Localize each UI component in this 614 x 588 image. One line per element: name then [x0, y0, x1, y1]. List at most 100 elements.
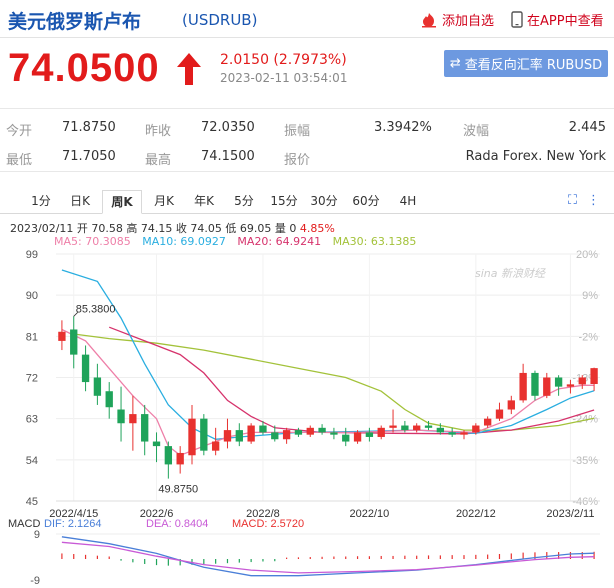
candle-body: [483, 418, 492, 426]
candle-body: [365, 432, 374, 437]
candle-body: [152, 441, 161, 447]
stat-quote-source: Rada Forex. New York: [465, 149, 606, 164]
add-watch-label: 添加自选: [442, 14, 495, 29]
stat-low-value: 71.7050: [62, 149, 116, 164]
header: 美元俄罗斯卢布 (USDRUB) 添加自选 在APP中查看: [0, 0, 614, 38]
macd-y-tick: -9: [30, 575, 40, 587]
bar-ohlc: 开 70.58 高 74.15 收 74.05 低 69.05 量 0: [76, 222, 297, 235]
page-title: 美元俄罗斯卢布: [8, 11, 142, 33]
candle-body: [200, 418, 208, 451]
candle-body: [436, 427, 445, 433]
stat-open-value: 71.8750: [62, 120, 116, 135]
candle-body: [424, 425, 433, 428]
macd-value-label: MACD: 2.5720: [232, 518, 304, 530]
up-arrow-icon: [177, 53, 201, 85]
tab-2[interactable]: 周K: [102, 190, 142, 214]
pct-tick-label: -2%: [578, 331, 598, 343]
pct-tick-label: 9%: [582, 290, 598, 302]
tab-6[interactable]: 15分: [270, 194, 298, 208]
tab-0[interactable]: 1分: [31, 194, 51, 208]
reverse-rate-label: 查看反向汇率 RUBUSD: [464, 58, 603, 73]
candle-body: [554, 377, 563, 387]
y-tick-label: 72: [26, 373, 38, 385]
macd-dea-line: [61, 541, 595, 574]
candle-body: [223, 430, 232, 442]
tab-5[interactable]: 5分: [234, 194, 254, 208]
candle-body: [318, 427, 326, 433]
pct-tick-label: -46%: [572, 496, 598, 508]
bar-pct: 4.85%: [299, 222, 335, 235]
candle-body: [294, 430, 303, 435]
tab-1[interactable]: 日K: [70, 194, 90, 208]
x-tick-label: 2022/10: [350, 508, 390, 520]
tab-3[interactable]: 月K: [154, 194, 174, 208]
stat-prev-label: 昨收: [145, 124, 172, 139]
macd-dif-label: DIF: 2.1264: [44, 518, 101, 530]
candle-body: [342, 434, 350, 442]
tab-7[interactable]: 30分: [310, 194, 338, 208]
ma10-label: MA10: 69.0927: [142, 235, 226, 248]
fullscreen-icon[interactable]: ⛶: [567, 193, 577, 208]
candle-body: [259, 425, 267, 433]
candle-body: [460, 432, 468, 435]
candle-body: [578, 377, 586, 385]
ma10-line: [61, 269, 595, 440]
candle-body: [507, 400, 515, 410]
stat-prev-value: 72.0350: [201, 120, 255, 135]
ma-legend: MA5: 70.3085 MA10: 69.0927 MA20: 64.9241…: [54, 235, 424, 248]
stat-open-label: 今开: [6, 124, 33, 139]
stat-low-label: 最低: [6, 153, 33, 168]
y-tick-label: 99: [26, 249, 38, 261]
candle-body: [566, 384, 575, 387]
phone-icon: [511, 11, 523, 28]
candle-body: [389, 425, 397, 428]
candle-body: [306, 427, 314, 435]
tab-4[interactable]: 年K: [194, 194, 214, 208]
candle-body: [353, 432, 362, 442]
add-watch-button[interactable]: 添加自选: [420, 10, 494, 29]
stat-amp-label: 振幅: [284, 124, 311, 139]
candle-body: [495, 409, 504, 419]
period-tabs: 1分 日K 周K 月K 年K 5分 15分 30分 60分 4H ⛶ ⋮: [0, 190, 614, 214]
bar-info: 2023/02/11 开 70.58 高 74.15 收 74.05 低 69.…: [10, 220, 335, 236]
candle-body: [282, 430, 291, 440]
pct-tick-label: 20%: [576, 249, 598, 261]
candle-body: [519, 372, 527, 401]
candle-body: [70, 329, 78, 355]
stat-wave-label: 波幅: [463, 124, 490, 139]
watermark: sina 新浪财经: [475, 267, 546, 280]
flame-icon: [422, 12, 436, 27]
candle-body: [271, 432, 279, 440]
candle-body: [377, 427, 385, 437]
tab-8[interactable]: 60分: [352, 194, 380, 208]
app-view-button[interactable]: 在APP中查看: [511, 10, 604, 29]
tab-9[interactable]: 4H: [399, 194, 417, 208]
y-tick-label: 63: [26, 414, 38, 426]
candle-body: [105, 391, 113, 408]
y-tick-label: 45: [26, 496, 38, 508]
candle-body: [247, 425, 255, 442]
candle-body: [590, 368, 598, 384]
candle-body: [93, 377, 102, 396]
x-tick-label: 2022/4/15: [49, 508, 98, 520]
macd-y-tick: 9: [34, 529, 40, 541]
stat-wave-value: 2.445: [568, 120, 606, 135]
candle-body: [543, 377, 551, 396]
x-tick-label: 2022/6: [140, 508, 174, 520]
more-icon[interactable]: ⋮: [587, 193, 600, 208]
macd-label: MACD: [8, 518, 40, 530]
y-tick-label: 54: [26, 455, 38, 467]
candle-body: [531, 372, 539, 396]
ma30-label: MA30: 63.1385: [332, 235, 417, 248]
candle-body: [401, 425, 409, 431]
x-tick-label: 2022/12: [456, 508, 496, 520]
x-tick-label: 2023/2/11: [546, 508, 594, 520]
candle-body: [164, 446, 173, 465]
price-change: 2.0150 (2.7973%): [220, 52, 347, 68]
candle-body: [117, 409, 125, 424]
stats-panel: 今开 71.8750 昨收 72.0350 振幅 3.3942% 波幅 2.44…: [0, 108, 614, 172]
candle-body: [448, 432, 456, 435]
pct-tick-label: -35%: [572, 455, 598, 467]
reverse-rate-button[interactable]: ⇄ 查看反向汇率 RUBUSD: [444, 50, 608, 77]
